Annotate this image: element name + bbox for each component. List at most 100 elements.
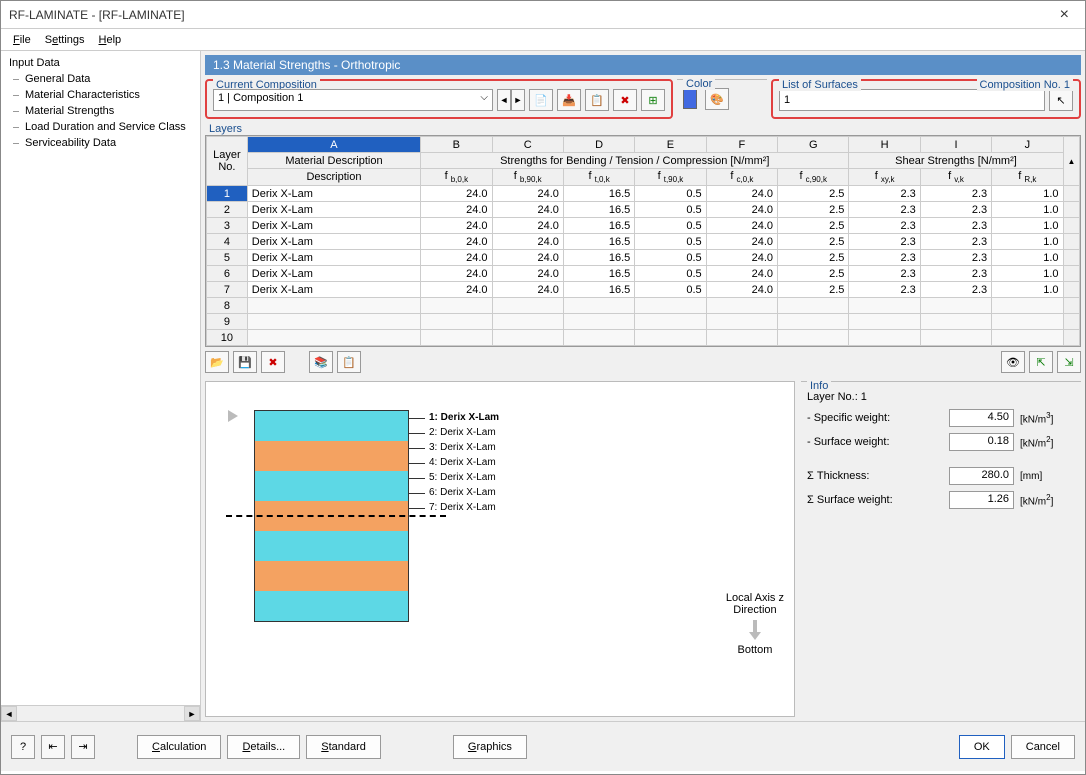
cell-material[interactable]: Derix X-Lam <box>247 266 420 282</box>
row-number[interactable]: 5 <box>207 250 248 266</box>
cell-value[interactable]: 1.0 <box>992 234 1063 250</box>
row-number[interactable]: 7 <box>207 282 248 298</box>
cell-value[interactable]: 2.5 <box>778 250 849 266</box>
cell-value[interactable]: 1.0 <box>992 218 1063 234</box>
cell-value[interactable]: 24.0 <box>706 186 777 202</box>
table-row[interactable]: 4Derix X-Lam24.024.016.50.524.02.52.32.3… <box>207 234 1080 250</box>
cell-value[interactable]: 16.5 <box>563 218 634 234</box>
cell-value[interactable]: 24.0 <box>706 250 777 266</box>
new-composition-icon[interactable]: 📄 <box>529 89 553 111</box>
sidebar-item-serviceability[interactable]: Serviceability Data <box>5 135 196 151</box>
import-composition-icon[interactable]: 📥 <box>557 89 581 111</box>
cell-value[interactable]: 16.5 <box>563 202 634 218</box>
cell-value[interactable]: 24.0 <box>706 218 777 234</box>
scroll-track[interactable] <box>17 706 184 721</box>
cell-value[interactable]: 24.0 <box>706 282 777 298</box>
menu-file[interactable]: File <box>7 32 37 48</box>
cell-value[interactable]: 0.5 <box>635 186 706 202</box>
open-library-icon[interactable]: 📂 <box>205 351 229 373</box>
cell-value[interactable]: 2.5 <box>778 282 849 298</box>
cell-value[interactable]: 24.0 <box>706 266 777 282</box>
next-page-icon[interactable]: ⇥ <box>71 735 95 759</box>
cell-value[interactable]: 24.0 <box>492 186 563 202</box>
table-row[interactable]: 5Derix X-Lam24.024.016.50.524.02.52.32.3… <box>207 250 1080 266</box>
cell-material[interactable]: Derix X-Lam <box>247 250 420 266</box>
cell-value[interactable]: 16.5 <box>563 266 634 282</box>
surfaces-input[interactable] <box>779 89 1045 111</box>
cell-value[interactable]: 2.3 <box>849 250 920 266</box>
help-icon[interactable]: ? <box>11 735 35 759</box>
cell-value[interactable]: 2.3 <box>849 186 920 202</box>
sidebar-item-general[interactable]: General Data <box>5 71 196 87</box>
cell-value[interactable]: 0.5 <box>635 202 706 218</box>
scroll-right-icon[interactable]: ► <box>184 706 200 721</box>
pick-surface-icon[interactable]: ↖ <box>1049 89 1073 111</box>
library-icon[interactable]: 📚 <box>309 351 333 373</box>
cell-value[interactable]: 2.3 <box>849 202 920 218</box>
cell-value[interactable]: 16.5 <box>563 250 634 266</box>
cell-value[interactable]: 2.5 <box>778 186 849 202</box>
cell-value[interactable]: 0.5 <box>635 234 706 250</box>
color-picker-icon[interactable]: 🎨 <box>705 88 729 110</box>
cell-value[interactable]: 2.5 <box>778 234 849 250</box>
cell-value[interactable]: 24.0 <box>492 250 563 266</box>
export-icon[interactable]: ⇱ <box>1029 351 1053 373</box>
cell-value[interactable]: 16.5 <box>563 282 634 298</box>
cell-material[interactable]: Derix X-Lam <box>247 234 420 250</box>
cell-value[interactable]: 1.0 <box>992 186 1063 202</box>
cell-value[interactable]: 2.3 <box>920 250 991 266</box>
table-row[interactable]: 3Derix X-Lam24.024.016.50.524.02.52.32.3… <box>207 218 1080 234</box>
cell-value[interactable]: 16.5 <box>563 186 634 202</box>
table-row-empty[interactable]: 9 <box>207 314 1080 330</box>
cell-value[interactable]: 2.3 <box>849 218 920 234</box>
cell-value[interactable]: 2.5 <box>778 266 849 282</box>
cell-value[interactable]: 2.5 <box>778 218 849 234</box>
cell-value[interactable]: 2.3 <box>849 282 920 298</box>
prev-composition-button[interactable]: ◄ <box>497 89 511 111</box>
cell-value[interactable]: 24.0 <box>421 234 492 250</box>
cell-value[interactable]: 24.0 <box>421 282 492 298</box>
delete-row-icon[interactable]: ✖ <box>261 351 285 373</box>
graphics-button[interactable]: Graphics <box>453 735 527 759</box>
ok-button[interactable]: OK <box>959 735 1005 759</box>
cell-value[interactable]: 2.3 <box>920 202 991 218</box>
sidebar-item-load-duration[interactable]: Load Duration and Service Class <box>5 119 196 135</box>
close-icon[interactable]: × <box>1052 6 1077 24</box>
cell-value[interactable]: 0.5 <box>635 218 706 234</box>
cell-value[interactable]: 2.3 <box>920 282 991 298</box>
sidebar-item-material-char[interactable]: Material Characteristics <box>5 87 196 103</box>
table-row[interactable]: 1Derix X-Lam24.024.016.50.524.02.52.32.3… <box>207 186 1080 202</box>
sidebar-hscroll[interactable]: ◄ ► <box>1 705 200 721</box>
calculation-button[interactable]: Calculation <box>137 735 221 759</box>
cell-material[interactable]: Derix X-Lam <box>247 202 420 218</box>
copy-composition-icon[interactable]: 📋 <box>585 89 609 111</box>
table-row-empty[interactable]: 8 <box>207 298 1080 314</box>
cell-value[interactable]: 2.3 <box>920 218 991 234</box>
cell-value[interactable]: 0.5 <box>635 250 706 266</box>
cell-value[interactable]: 24.0 <box>421 218 492 234</box>
table-row-empty[interactable]: 10 <box>207 330 1080 346</box>
table-row[interactable]: 6Derix X-Lam24.024.016.50.524.02.52.32.3… <box>207 266 1080 282</box>
menu-help[interactable]: Help <box>93 32 128 48</box>
copy-layers-icon[interactable]: 📋 <box>337 351 361 373</box>
cell-material[interactable]: Derix X-Lam <box>247 218 420 234</box>
cell-value[interactable]: 24.0 <box>492 234 563 250</box>
th-vscroll[interactable]: ▲ <box>1063 137 1079 186</box>
cell-material[interactable]: Derix X-Lam <box>247 282 420 298</box>
cell-value[interactable]: 24.0 <box>706 202 777 218</box>
cell-value[interactable]: 0.5 <box>635 266 706 282</box>
cell-value[interactable]: 2.3 <box>920 266 991 282</box>
next-composition-button[interactable]: ► <box>511 89 525 111</box>
cell-value[interactable]: 1.0 <box>992 266 1063 282</box>
cell-value[interactable]: 2.5 <box>778 202 849 218</box>
details-button[interactable]: Details... <box>227 735 300 759</box>
cell-value[interactable]: 24.0 <box>492 282 563 298</box>
cell-value[interactable]: 2.3 <box>920 234 991 250</box>
sidebar-item-material-strengths[interactable]: Material Strengths <box>5 103 196 119</box>
cell-value[interactable]: 24.0 <box>421 250 492 266</box>
cell-value[interactable]: 16.5 <box>563 234 634 250</box>
cell-material[interactable]: Derix X-Lam <box>247 186 420 202</box>
composition-combo[interactable]: 1 | Composition 1 <box>213 89 493 111</box>
row-number[interactable]: 3 <box>207 218 248 234</box>
cell-value[interactable]: 24.0 <box>421 266 492 282</box>
